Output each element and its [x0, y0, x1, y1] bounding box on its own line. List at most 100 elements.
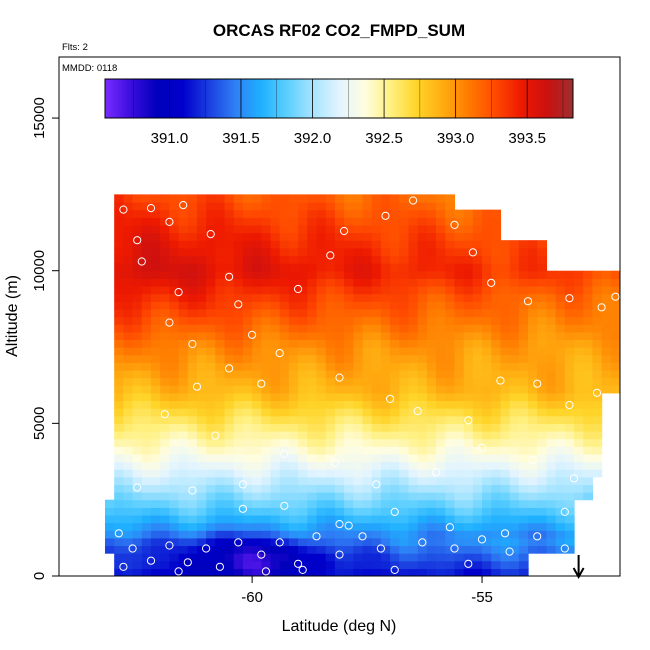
- heatmap-cell: [279, 453, 290, 463]
- heatmap-cell: [160, 316, 170, 325]
- heatmap-cell: [316, 461, 327, 470]
- heatmap-cell: [353, 400, 364, 409]
- heatmap-cell: [160, 324, 170, 333]
- heatmap-cell: [371, 209, 382, 218]
- heatmap-cell: [362, 377, 373, 386]
- heatmap-cell: [288, 553, 299, 562]
- heatmap-cell: [325, 514, 336, 524]
- heatmap-cell: [178, 331, 189, 340]
- heatmap-cell: [371, 347, 382, 356]
- heatmap-cell: [436, 240, 446, 249]
- heatmap-cell: [160, 530, 170, 539]
- heatmap-cell: [344, 247, 354, 257]
- heatmap-cell: [390, 247, 400, 257]
- heatmap-cell: [187, 194, 198, 203]
- heatmap-cell: [454, 347, 465, 356]
- heatmap-cell: [316, 560, 327, 569]
- heatmap-cell: [270, 209, 281, 218]
- heatmap-cell: [390, 514, 400, 524]
- heatmap-cell: [362, 415, 373, 424]
- heatmap-cell: [206, 347, 216, 356]
- heatmap-cell: [279, 224, 290, 234]
- heatmap-cell: [288, 331, 299, 340]
- heatmap-cell: [169, 392, 180, 402]
- heatmap-cell: [261, 484, 272, 493]
- heatmap-cell: [537, 430, 548, 440]
- heatmap-cell: [472, 453, 483, 463]
- heatmap-cell: [261, 202, 272, 211]
- heatmap-cell: [362, 392, 373, 402]
- heatmap-cell: [150, 492, 161, 501]
- heatmap-cell: [215, 476, 226, 486]
- heatmap-cell: [288, 484, 299, 493]
- heatmap-cell: [528, 331, 538, 340]
- heatmap-cell: [426, 285, 437, 295]
- heatmap-cell: [472, 484, 483, 493]
- heatmap-cell: [288, 530, 299, 539]
- heatmap-cell: [169, 476, 180, 486]
- heatmap-cell: [132, 530, 143, 539]
- heatmap-cell: [288, 537, 299, 547]
- heatmap-cell: [408, 400, 419, 409]
- heatmap-cell: [528, 278, 538, 287]
- heatmap-cell: [528, 301, 538, 310]
- sample-point: [344, 521, 353, 530]
- heatmap-cell: [472, 408, 483, 417]
- heatmap-cell: [169, 224, 180, 234]
- heatmap-cell: [187, 354, 198, 363]
- heatmap-cell: [233, 331, 244, 340]
- heatmap-cell: [206, 308, 216, 318]
- heatmap-cell: [380, 301, 391, 310]
- heatmap-cell: [399, 484, 410, 493]
- heatmap-cell: [270, 568, 281, 576]
- heatmap-cell: [408, 423, 419, 432]
- heatmap-cell: [288, 560, 299, 569]
- heatmap-cell: [380, 507, 391, 516]
- heatmap-cell: [316, 347, 327, 356]
- heatmap-cell: [353, 568, 364, 576]
- heatmap-cell: [270, 385, 281, 394]
- heatmap-cell: [463, 385, 474, 394]
- heatmap-cell: [160, 400, 170, 409]
- heatmap-cell: [288, 476, 299, 486]
- heatmap-cell: [233, 453, 244, 463]
- heatmap-cell: [546, 453, 557, 463]
- heatmap-cell: [555, 514, 566, 524]
- heatmap-cell: [178, 217, 189, 226]
- heatmap-cell: [307, 568, 318, 576]
- heatmap-cell: [132, 461, 143, 470]
- heatmap-cell: [150, 423, 161, 432]
- heatmap-cell: [528, 316, 538, 325]
- heatmap-cell: [279, 232, 290, 241]
- heatmap-cell: [316, 377, 327, 386]
- heatmap-cell: [141, 530, 152, 539]
- heatmap-cell: [334, 469, 345, 478]
- heatmap-cell: [141, 453, 152, 463]
- heatmap-cell: [592, 461, 603, 470]
- heatmap-cell: [307, 240, 318, 249]
- date-label: MMDD: 0118: [62, 63, 117, 74]
- heatmap-cell: [114, 430, 124, 440]
- heatmap-cell: [307, 392, 318, 402]
- heatmap-cell: [307, 347, 318, 356]
- heatmap-cell: [408, 461, 419, 470]
- heatmap-cell: [509, 324, 520, 333]
- heatmap-cell: [169, 484, 180, 493]
- heatmap-cell: [509, 263, 520, 272]
- heatmap-cell: [169, 408, 180, 417]
- heatmap-cell: [206, 263, 216, 272]
- heatmap-cell: [445, 278, 456, 287]
- heatmap-cell: [491, 209, 502, 218]
- heatmap-cell: [288, 385, 299, 394]
- heatmap-cell: [279, 324, 290, 333]
- heatmap-cell: [390, 553, 400, 562]
- heatmap-cell: [472, 224, 483, 234]
- heatmap-cell: [196, 232, 207, 241]
- colorbar-tick-label: 391.5: [222, 130, 260, 147]
- heatmap-cell: [509, 446, 520, 455]
- heatmap-cell: [500, 499, 511, 508]
- heatmap-cell: [564, 278, 575, 287]
- heatmap-cell: [417, 469, 428, 478]
- heatmap-cell: [288, 240, 299, 249]
- heatmap-cell: [417, 339, 428, 348]
